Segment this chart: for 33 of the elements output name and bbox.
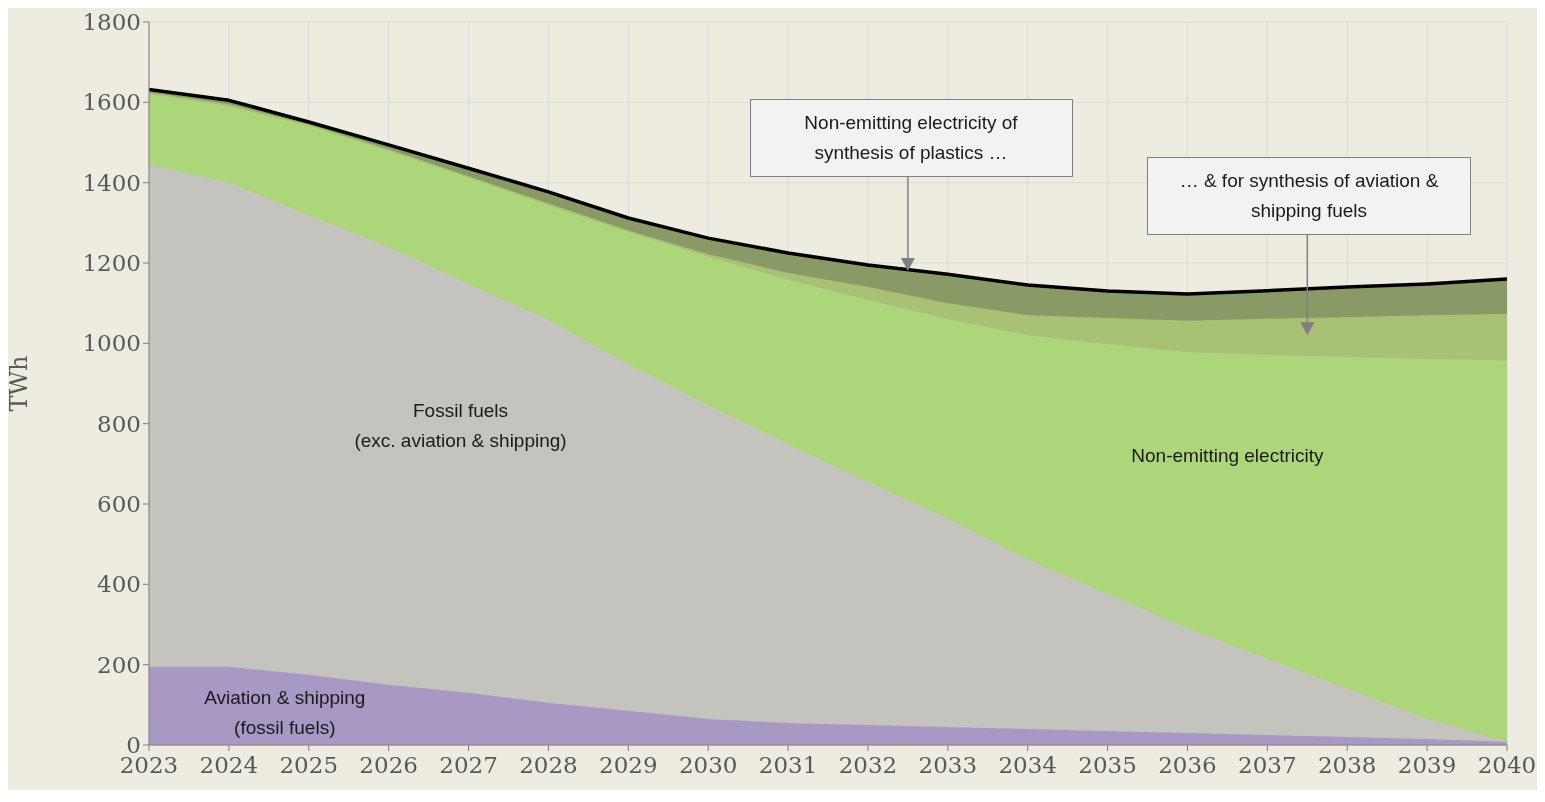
- y-tick-label: 800: [97, 410, 141, 437]
- series-label: Aviation & shipping (fossil fuels): [204, 686, 366, 738]
- x-tick-label: 2030: [678, 752, 738, 779]
- x-tick-label: 2031: [758, 752, 818, 779]
- series-label: Non-emitting electricity: [1131, 444, 1324, 466]
- y-tick-label: 600: [97, 491, 141, 518]
- y-tick-label: 1400: [82, 169, 141, 196]
- x-tick-label: 2036: [1158, 752, 1217, 779]
- x-tick-label: 2024: [199, 752, 259, 779]
- x-tick-label: 2023: [119, 752, 179, 779]
- y-tick-label: 1000: [82, 330, 141, 357]
- x-tick-label: 2028: [519, 752, 578, 779]
- note-box: … & for synthesis of aviation & shipping fuels: [1147, 157, 1471, 235]
- y-tick-label: 200: [97, 651, 141, 678]
- y-tick-label: 400: [97, 571, 141, 598]
- x-tick-label: 2040: [1477, 752, 1537, 779]
- series-label: Fossil fuels (exc. aviation & shipping): [354, 399, 567, 451]
- x-tick-label: 2034: [998, 752, 1057, 779]
- x-tick-label: 2026: [359, 752, 418, 779]
- x-tick-label: 2039: [1397, 752, 1457, 779]
- x-tick-label: 2027: [439, 752, 498, 779]
- y-axis-title: TWh: [4, 355, 33, 412]
- x-tick-label: 2037: [1238, 752, 1297, 779]
- x-tick-label: 2032: [838, 752, 898, 779]
- x-tick-label: 2038: [1317, 752, 1377, 779]
- x-tick-label: 2029: [599, 752, 658, 779]
- note-box: Non-emitting electricity of synthesis of plastics …: [749, 99, 1073, 177]
- x-tick-label: 2035: [1078, 752, 1137, 779]
- x-tick-label: 2033: [918, 752, 978, 779]
- y-tick-label: 1200: [82, 250, 141, 277]
- y-tick-label: 1600: [82, 89, 141, 116]
- x-tick-label: 2025: [279, 752, 339, 779]
- y-tick-label: 1800: [82, 9, 141, 36]
